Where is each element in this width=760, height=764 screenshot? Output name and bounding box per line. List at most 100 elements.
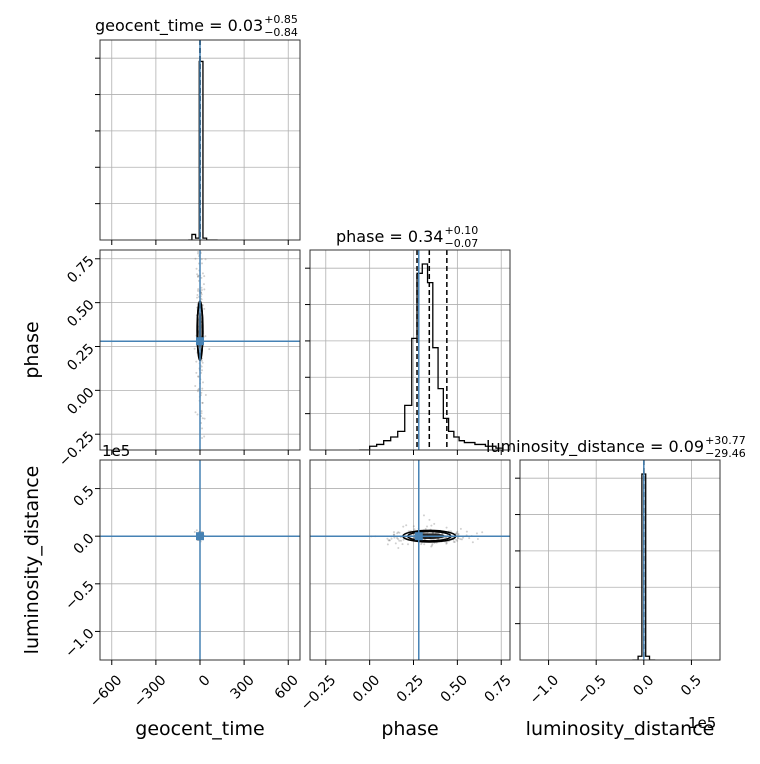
sample-point [434,532,437,535]
sample-point [433,522,436,525]
sample-point [194,257,197,260]
sample-point [196,413,199,416]
sample-point [204,393,207,396]
sample-point [196,296,199,299]
sample-point [194,469,196,471]
sample-point [452,540,455,543]
y-offset-text: 1e5 [102,442,130,460]
panel-geocent-time-vs-geocent-time [100,40,300,240]
sample-point [398,531,401,534]
sample-point [424,528,427,531]
sample-point [203,307,206,310]
sample-point [397,538,400,541]
sample-point [449,530,452,533]
sample-point [428,518,431,521]
sample-point [455,532,458,535]
sample-point [200,391,203,394]
sample-point [204,258,207,261]
sample-point [200,276,203,279]
sample-point [200,293,203,296]
sample-point [459,538,462,541]
sample-point [203,435,206,438]
sample-point [402,525,405,528]
sample-point [425,525,428,528]
sample-point [196,294,199,297]
x-tick-label: 0.50 [438,672,471,705]
sample-point [475,532,478,535]
x-tick-label: −0.5 [574,672,609,707]
sample-point [201,387,204,390]
panel-geocent-time-vs-luminosity-distance [100,460,300,660]
sample-point [460,538,463,541]
sample-point [194,385,197,388]
x-tick-label: −300 [131,672,170,711]
title-geocent-time-upper: +0.85 [264,13,298,26]
sample-point [406,543,409,546]
y-tick-label: 0.50 [64,297,97,330]
sample-point [445,542,448,545]
sample-point [393,533,396,536]
y-tick-label: 0.0 [71,531,98,558]
sample-point [401,543,404,546]
sample-point [200,262,203,265]
y-tick-label: 0.75 [64,253,97,286]
sample-point [388,539,391,542]
sample-point [396,532,399,535]
sample-point [197,288,200,291]
sample-point [200,412,203,415]
sample-point [197,252,200,255]
title-luminosity-distance-lower: −29.46 [705,447,746,460]
sample-point [481,531,484,534]
sample-point [201,401,204,404]
sample-point [445,541,448,544]
sample-point [430,524,433,527]
sample-point [197,375,200,378]
x-tick-label: 600 [272,672,302,702]
sample-point [453,541,456,544]
sample-point [476,537,479,540]
sample-point [397,531,400,534]
title-luminosity-distance: luminosity_distance = 0.09 [486,437,704,457]
sample-point [405,524,408,527]
sample-point [423,543,426,546]
sample-point [392,533,395,536]
title-phase-upper: +0.10 [444,224,478,237]
x-offset-text: 1e5 [688,714,716,732]
sample-point [459,527,462,530]
sample-point [386,543,389,546]
sample-point [420,543,423,546]
y-axis-label-luminosity-distance: luminosity_distance [21,466,43,655]
sample-point [397,547,400,550]
sample-point [195,267,198,270]
histogram-phase [359,263,504,450]
x-tick-label: 300 [228,672,258,702]
sample-point [201,369,204,372]
sample-point [193,347,196,350]
sample-point [195,529,198,532]
sample-point [386,537,389,540]
truth-marker [196,532,204,541]
histogram-geocent-time [188,60,218,240]
panel-phase-vs-phase [310,250,510,450]
sample-point [445,526,448,529]
axes-frame [309,459,511,661]
sample-point [200,365,203,368]
sample-point [197,250,200,253]
sample-point [203,288,206,291]
y-tick-label: 0.00 [64,385,97,418]
x-axis-label-phase: phase [381,718,438,740]
sample-point [208,348,211,351]
sample-point [200,437,203,440]
sample-point [201,361,204,364]
sample-point [202,283,205,286]
sample-point [197,274,200,277]
sample-point [471,541,474,544]
sample-point [399,539,402,542]
panel-geocent-time-vs-phase [100,250,300,471]
sample-point [202,381,205,384]
x-tick-label: 0.5 [678,672,705,699]
sample-point [200,286,203,289]
sample-point [203,417,206,420]
